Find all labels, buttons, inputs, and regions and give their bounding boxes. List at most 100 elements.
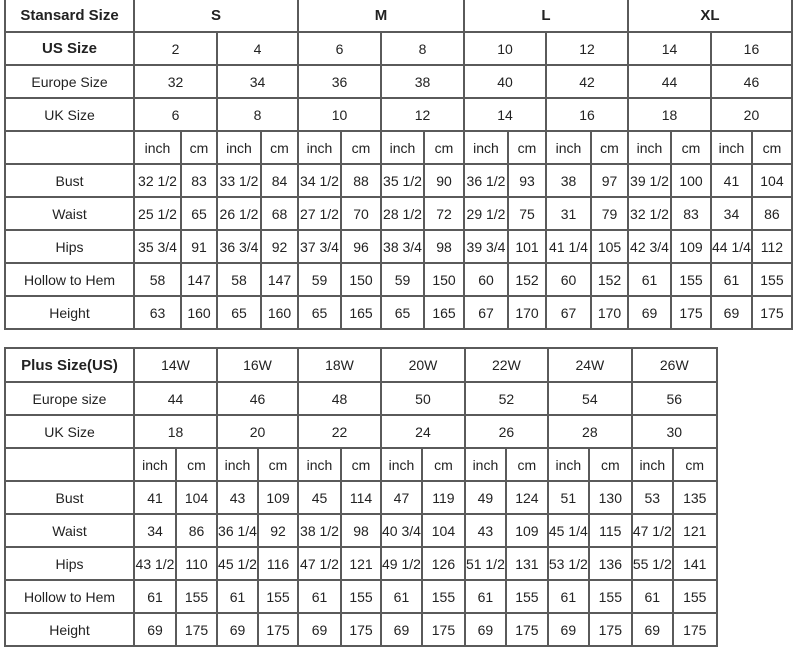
measurement-label: Hips [4, 546, 135, 581]
measurement-value: 75 [507, 196, 547, 231]
measurement-value: 110 [175, 546, 218, 581]
measurement-value: 45 [297, 480, 342, 515]
measurement-value: 150 [340, 262, 382, 297]
uk-size-value: 26 [463, 414, 549, 449]
measurement-value: 28 1/2 [380, 196, 425, 231]
measurement-value: 175 [587, 612, 633, 647]
measurement-value: 65 [216, 295, 262, 330]
us-size-value: 2 [133, 31, 218, 66]
plus-size-chart: Plus Size(US) 14W 16W 18W 20W 22W 24W 26W Europe… [4, 347, 718, 647]
units-label-blank [4, 447, 135, 482]
europe-size-label: Europe Size [4, 64, 135, 99]
uk-size-value: 10 [297, 97, 382, 132]
measurement-value: 69 [546, 612, 590, 647]
unit-cm: cm [507, 130, 547, 165]
measurement-value: 83 [180, 163, 218, 198]
unit-cm: cm [504, 447, 549, 482]
table-row: inch cm inch cm inch cm inch cm inch cm inch cm inch… [4, 447, 718, 482]
measurement-value: 40 3/4 [380, 513, 423, 548]
measurement-value: 35 3/4 [133, 229, 182, 264]
unit-cm: cm [175, 447, 218, 482]
measurement-value: 31 [545, 196, 592, 231]
unit-cm: cm [260, 130, 299, 165]
table-row: US Size 2 4 6 8 10 12 14 16 [4, 31, 793, 66]
table-row: UK Size 6 8 10 12 14 16 18 20 [4, 97, 793, 132]
unit-cm: cm [671, 447, 718, 482]
measurement-value: 37 3/4 [297, 229, 342, 264]
unit-inch: inch [216, 130, 262, 165]
table-row: Hips 43 1/2 110 45 1/2 116 47 1/2 121 49 1/2 126… [4, 546, 718, 581]
measurement-value: 32 1/2 [133, 163, 182, 198]
measurement-value: 59 [380, 262, 425, 297]
europe-size-value: 42 [545, 64, 629, 99]
measurement-value: 155 [671, 579, 718, 614]
measurement-value: 79 [590, 196, 629, 231]
measurement-value: 38 [545, 163, 592, 198]
measurement-value: 86 [175, 513, 218, 548]
measurement-value: 130 [587, 480, 633, 515]
unit-inch: inch [297, 447, 342, 482]
measurement-value: 61 [463, 579, 507, 614]
us-size-label: US Size [4, 31, 135, 66]
table-row: Height 63 160 65 160 65 165 65 165 67 170 67 170 69 17… [4, 295, 793, 330]
measurement-value: 98 [340, 513, 382, 548]
size-header: 20W [380, 347, 466, 383]
measurement-value: 39 1/2 [627, 163, 672, 198]
uk-size-value: 28 [546, 414, 633, 449]
measurement-value: 61 [380, 579, 423, 614]
europe-size-value: 36 [297, 64, 382, 99]
unit-inch: inch [380, 130, 425, 165]
measurement-value: 92 [260, 229, 299, 264]
measurement-label: Hollow to Hem [4, 579, 135, 614]
measurement-value: 175 [420, 612, 466, 647]
us-size-value: 10 [463, 31, 547, 66]
measurement-label: Hollow to Hem [4, 262, 135, 297]
measurement-value: 109 [670, 229, 712, 264]
size-group-header: S [133, 0, 299, 33]
unit-inch: inch [216, 447, 259, 482]
europe-size-value: 48 [297, 381, 382, 416]
measurement-value: 51 1/2 [463, 546, 507, 581]
measurement-label: Bust [4, 163, 135, 198]
size-group-header: XL [627, 0, 793, 33]
measurement-value: 29 1/2 [463, 196, 509, 231]
measurement-value: 100 [670, 163, 712, 198]
measurement-value: 170 [590, 295, 629, 330]
uk-size-value: 22 [297, 414, 382, 449]
measurement-value: 104 [420, 513, 466, 548]
measurement-value: 88 [340, 163, 382, 198]
measurement-value: 34 [710, 196, 753, 231]
uk-size-value: 14 [463, 97, 547, 132]
measurement-value: 170 [507, 295, 547, 330]
measurement-value: 91 [180, 229, 218, 264]
measurement-label: Waist [4, 196, 135, 231]
measurement-value: 49 [463, 480, 507, 515]
measurement-value: 36 3/4 [216, 229, 262, 264]
measurement-value: 61 [546, 579, 590, 614]
measurement-value: 61 [630, 579, 674, 614]
measurement-value: 38 3/4 [380, 229, 425, 264]
uk-size-value: 18 [627, 97, 712, 132]
measurement-value: 34 [133, 513, 177, 548]
measurement-value: 35 1/2 [380, 163, 425, 198]
measurement-value: 109 [257, 480, 299, 515]
measurement-value: 69 [380, 612, 423, 647]
measurement-value: 175 [670, 295, 712, 330]
measurement-value: 34 1/2 [297, 163, 342, 198]
size-header: 24W [546, 347, 633, 383]
size-group-header: L [463, 0, 629, 33]
header-label: Stansard Size [4, 0, 135, 33]
measurement-value: 69 [710, 295, 753, 330]
measurement-value: 69 [133, 612, 177, 647]
europe-size-value: 44 [627, 64, 712, 99]
table-row: Plus Size(US) 14W 16W 18W 20W 22W 24W 26W [4, 347, 718, 383]
measurement-value: 69 [216, 612, 259, 647]
measurement-value: 65 [297, 295, 342, 330]
europe-size-value: 44 [133, 381, 218, 416]
measurement-value: 53 1/2 [546, 546, 590, 581]
measurement-value: 69 [630, 612, 674, 647]
measurement-value: 38 1/2 [297, 513, 342, 548]
measurement-value: 70 [340, 196, 382, 231]
measurement-value: 36 1/2 [463, 163, 509, 198]
unit-cm: cm [340, 447, 382, 482]
